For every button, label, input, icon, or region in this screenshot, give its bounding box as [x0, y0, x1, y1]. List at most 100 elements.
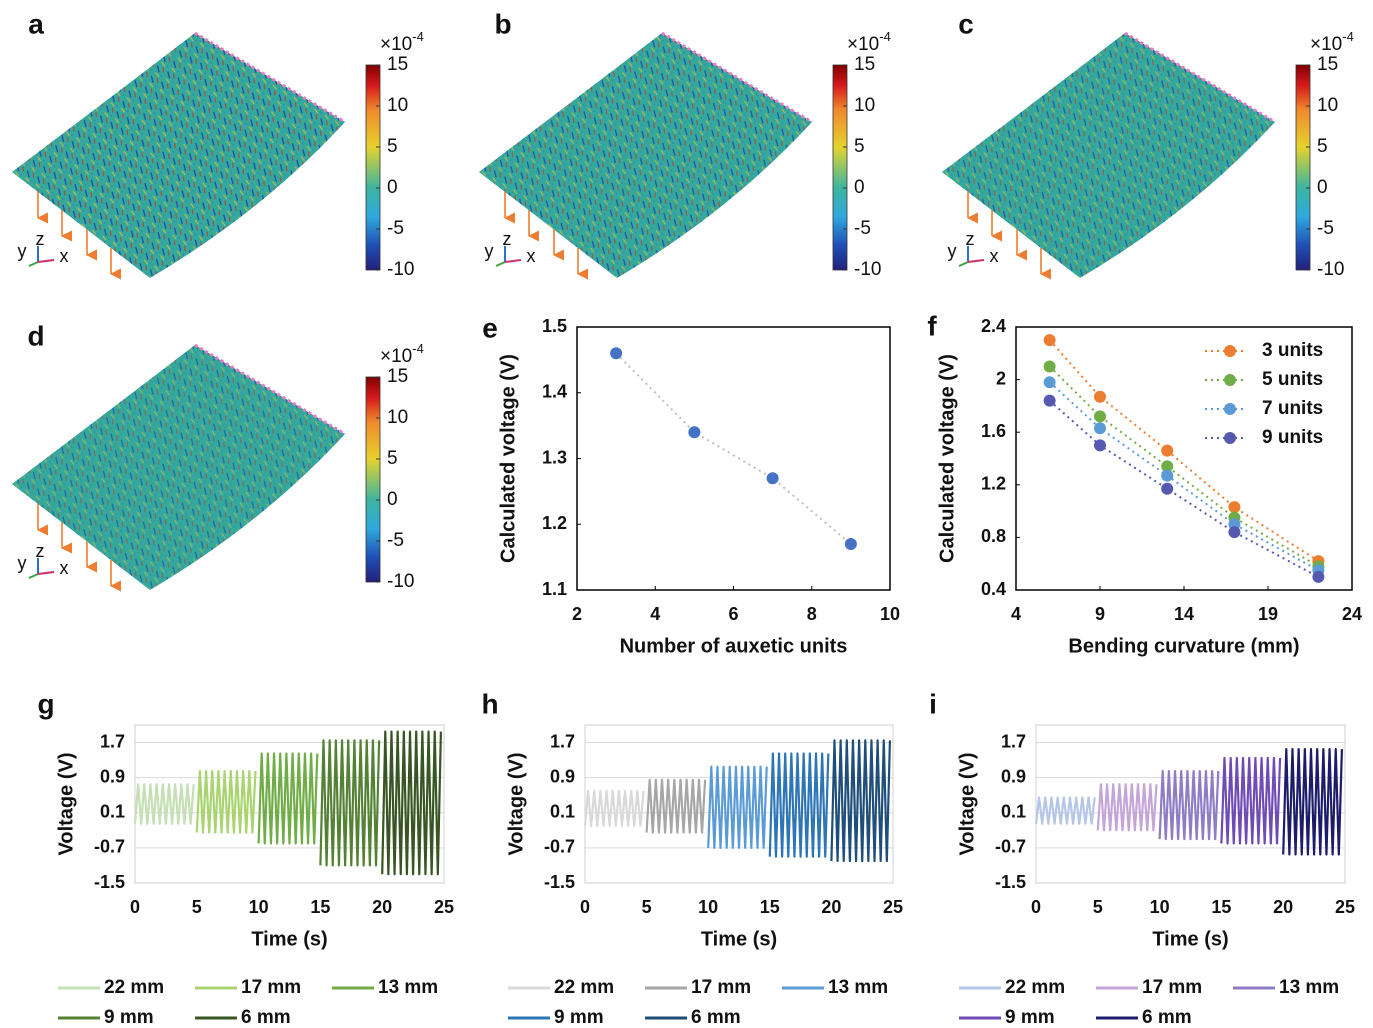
x-tick-label: 4 [1011, 604, 1021, 624]
axis-label: z [36, 229, 45, 249]
panel-label: e [482, 312, 498, 343]
data-point [1161, 460, 1174, 473]
series-line [195, 769, 257, 834]
series-line [1048, 399, 1319, 578]
axis-label: y [18, 553, 27, 573]
panel-label: f [927, 310, 937, 341]
y-axis-label: Calculated voltage (V) [936, 354, 958, 563]
triad-y [28, 261, 39, 267]
y-tick-label: 1.2 [981, 474, 1006, 494]
legend-label: 13 mm [828, 977, 888, 998]
surface-edge [194, 343, 346, 436]
exponent: -4 [879, 29, 891, 44]
triad-x [37, 571, 55, 575]
panel-label: i [929, 688, 937, 719]
y-tick-label: 0.9 [100, 766, 125, 786]
colorbar-tick-label: 15 [854, 54, 875, 75]
colorbar-tick-label: -5 [1317, 218, 1334, 239]
exponent: -4 [1342, 29, 1354, 44]
exponent: -4 [412, 29, 424, 44]
colorbar-multiplier: ×10-4 [847, 29, 891, 55]
x-tick-label: 25 [883, 897, 903, 917]
data-point [1094, 439, 1106, 452]
x-tick-label: 20 [372, 897, 392, 917]
colorbar-tick-label: 10 [1317, 95, 1338, 116]
series-line [1034, 796, 1096, 825]
x-tick-label: 8 [807, 604, 817, 624]
data-point [1228, 526, 1241, 539]
y-tick-label: 1.5 [542, 316, 567, 336]
y-tick-label: 0.8 [981, 526, 1006, 546]
colorbar-tick-label: 5 [854, 136, 865, 157]
triad-x [37, 259, 55, 263]
x-tick-label: 14 [1174, 604, 1194, 624]
axis-label: z [966, 229, 975, 249]
legend-label: 7 units [1262, 398, 1323, 419]
axis-label: x [60, 558, 69, 578]
x-tick-label: 5 [1093, 897, 1103, 917]
x-tick-label: 20 [1273, 897, 1293, 917]
colorbar-multiplier: ×10-4 [380, 341, 424, 367]
x-tick-label: 10 [698, 897, 718, 917]
legend-label: 9 mm [1005, 1007, 1055, 1028]
multiplier: ×10 [847, 34, 879, 55]
panel-label: b [494, 8, 511, 39]
axis-label: y [485, 241, 494, 261]
y-tick-label: 0.9 [1001, 766, 1026, 786]
colorbar-tick-label: 0 [387, 489, 398, 510]
colorbar-tick-label: -10 [854, 259, 881, 280]
panel-label: c [958, 8, 974, 39]
axis-label: x [990, 246, 999, 266]
legend-label: 17 mm [1142, 977, 1202, 998]
panel-label: g [37, 688, 54, 719]
legend-label: 22 mm [554, 977, 614, 998]
plot-frame [1015, 326, 1353, 591]
legend-label: 13 mm [1279, 977, 1339, 998]
legend-label: 17 mm [691, 977, 751, 998]
data-point [1043, 376, 1056, 389]
surface-texture [479, 33, 812, 278]
x-tick-label: 0 [580, 897, 590, 917]
series-line [1096, 783, 1158, 832]
data-point [1312, 570, 1325, 583]
colorbar-tick-label: 15 [387, 54, 408, 75]
axis-label: z [503, 229, 512, 249]
legend-label: 6 mm [1142, 1007, 1192, 1028]
x-tick-label: 10 [249, 897, 269, 917]
surface-texture [942, 33, 1275, 278]
y-tick-label: 1.7 [100, 731, 125, 751]
x-axis-label: Bending curvature (mm) [1068, 635, 1299, 657]
y-tick-label: 0.4 [981, 579, 1006, 599]
y-tick-label: -0.7 [544, 837, 575, 857]
multiplier: ×10 [380, 34, 412, 55]
legend-label: 22 mm [104, 977, 164, 998]
y-tick-label: 1.7 [550, 731, 575, 751]
panel-label: d [27, 320, 44, 351]
series-line [830, 739, 892, 863]
colorbar-tick-label: 5 [387, 136, 398, 157]
colorbar-tick-label: -5 [387, 530, 404, 551]
colorbar-tick-label: -10 [387, 571, 414, 592]
data-point [1043, 334, 1056, 347]
legend-marker [1224, 345, 1236, 357]
x-tick-label: 0 [130, 897, 140, 917]
y-tick-label: -1.5 [94, 872, 125, 892]
colorbar-tick-label: 0 [387, 177, 398, 198]
x-tick-label: 25 [1335, 897, 1355, 917]
series-line [707, 765, 768, 849]
x-tick-label: 15 [310, 897, 330, 917]
data-point [1043, 360, 1056, 373]
series-line [768, 752, 830, 858]
colorbar-tick-label: -10 [387, 259, 414, 280]
multiplier: ×10 [380, 346, 412, 367]
legend-marker [1224, 403, 1236, 415]
data-point [1228, 501, 1241, 514]
y-tick-label: 0.1 [550, 802, 575, 822]
x-tick-label: 6 [728, 604, 738, 624]
series-line [133, 783, 195, 825]
colorbar-tick-label: 0 [1317, 177, 1328, 198]
data-point [1043, 394, 1056, 407]
x-tick-label: 2 [572, 604, 582, 624]
